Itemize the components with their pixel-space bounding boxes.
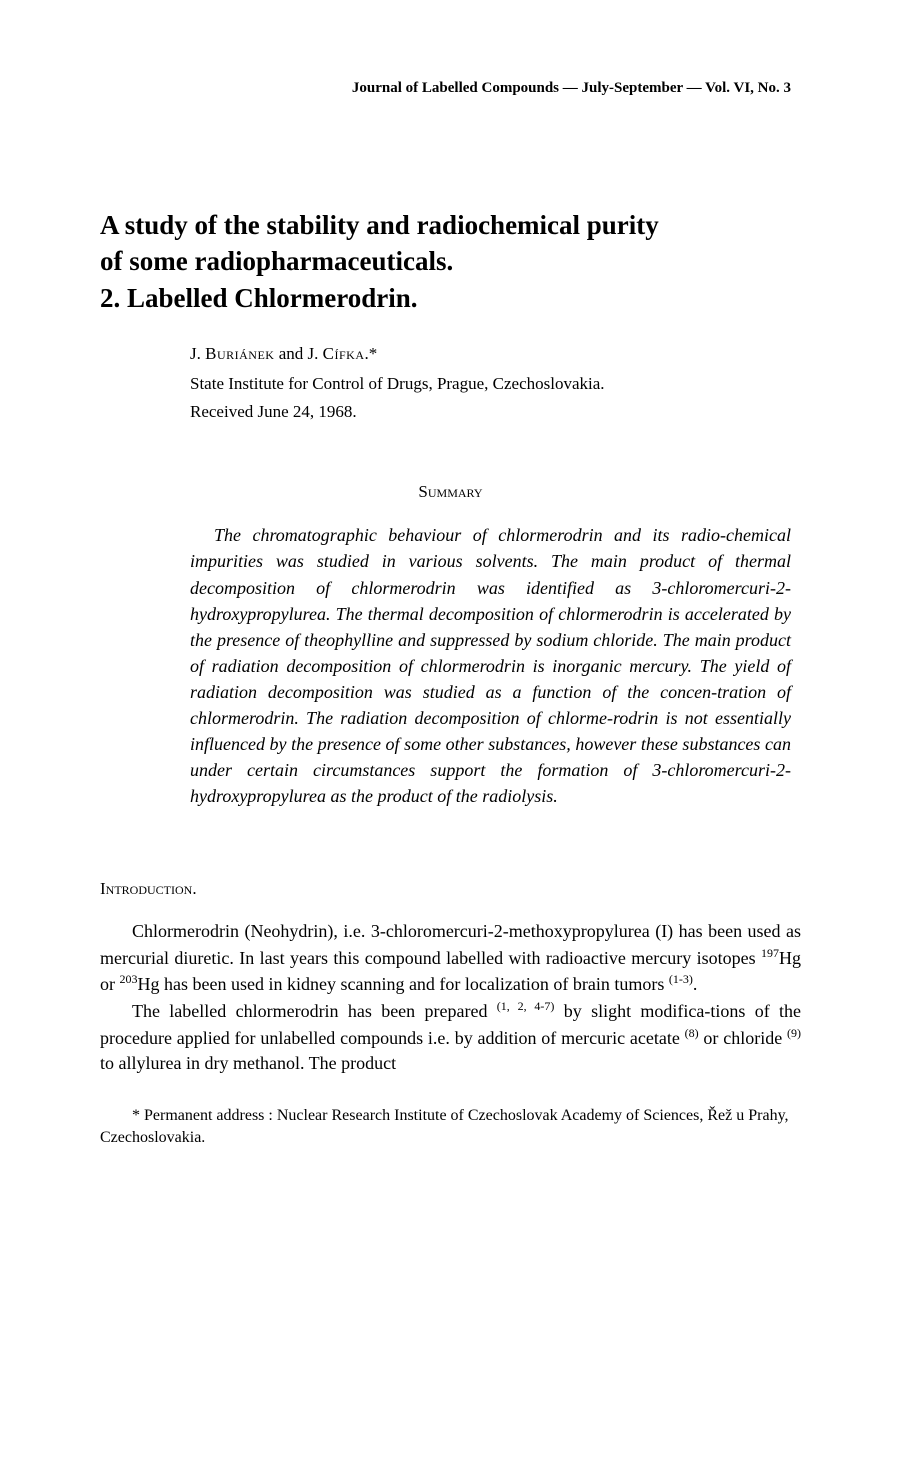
running-header: Journal of Labelled Compounds — July-Sep… [100, 80, 801, 97]
intro-p1-text-a: Chlormerodrin (Neohydrin), i.e. 3-chloro… [100, 921, 801, 968]
ref-9: (9) [787, 1026, 801, 1040]
ref-1-2-4-7: (1, 2, 4-7) [497, 999, 555, 1013]
intro-p2-text-a: The labelled chlormerodrin has been prep… [132, 1001, 497, 1021]
ref-1-3: (1-3) [669, 972, 693, 986]
intro-paragraph-2: The labelled chlormerodrin has been prep… [100, 998, 801, 1077]
isotope-197: 197 [761, 946, 779, 960]
author-1-surname: Buriánek [205, 344, 274, 363]
intro-p1-text-d: . [693, 974, 698, 994]
received-date: Received June 24, 1968. [190, 402, 801, 422]
title-line-2: of some radiopharmaceuticals. [100, 246, 453, 276]
summary-heading: Summary [100, 482, 801, 502]
authors: J. Buriánek and J. Cífka.* [190, 344, 801, 364]
author-prefix: J. [190, 344, 205, 363]
intro-p2-text-c: or chloride [699, 1028, 787, 1048]
article-title: A study of the stability and radiochemic… [100, 207, 801, 316]
author-2-surname: Cífka [323, 344, 365, 363]
title-line-1: A study of the stability and radiochemic… [100, 210, 659, 240]
intro-p2-text-d: to allylurea in dry methanol. The produc… [100, 1053, 396, 1073]
affiliation: State Institute for Control of Drugs, Pr… [190, 374, 801, 394]
title-line-3: 2. Labelled Chlormerodrin. [100, 283, 418, 313]
author-and: and J. [274, 344, 322, 363]
isotope-203: 203 [120, 972, 138, 986]
intro-paragraph-1: Chlormerodrin (Neohydrin), i.e. 3-chloro… [100, 919, 801, 998]
intro-p1-text-c: Hg has been used in kidney scanning and … [138, 974, 669, 994]
ref-8: (8) [685, 1026, 699, 1040]
author-suffix: .* [364, 344, 377, 363]
footnote: * Permanent address : Nuclear Research I… [100, 1105, 801, 1150]
introduction-heading: Introduction. [100, 879, 801, 899]
summary-body: The chromatographic behaviour of chlorme… [190, 522, 791, 809]
